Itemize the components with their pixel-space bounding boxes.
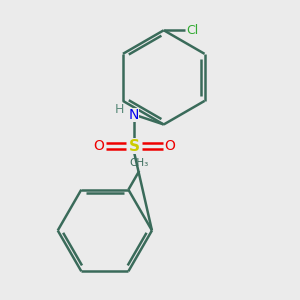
Text: S: S bbox=[129, 139, 140, 154]
Text: H: H bbox=[115, 103, 124, 116]
Text: Cl: Cl bbox=[187, 24, 199, 37]
Text: CH₃: CH₃ bbox=[130, 158, 149, 168]
Text: O: O bbox=[94, 139, 104, 153]
Text: O: O bbox=[164, 139, 175, 153]
Text: N: N bbox=[129, 108, 140, 122]
